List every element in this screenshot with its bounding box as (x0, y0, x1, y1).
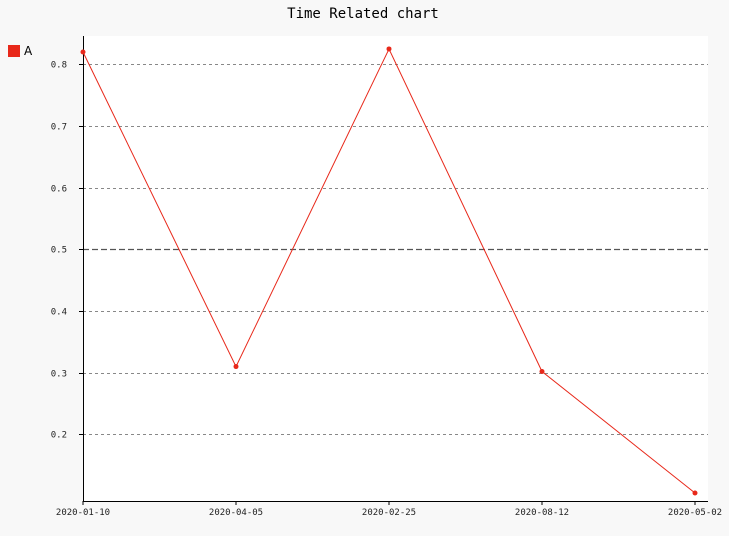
data-point (233, 364, 239, 370)
legend: A (8, 44, 33, 58)
y-tick-label: 0.2 (51, 431, 67, 441)
plot-area (83, 36, 708, 501)
x-tick-label: 2020-04-05 (209, 508, 263, 518)
x-tick-label: 2020-05-02 (668, 508, 722, 518)
y-tick-label: 0.7 (51, 123, 67, 133)
x-tick-label: 2020-01-10 (56, 508, 110, 518)
x-tick-label: 2020-02-25 (362, 508, 416, 518)
chart-title: Time Related chart (287, 6, 439, 22)
y-tick-label: 0.6 (51, 185, 67, 195)
legend-label: A (24, 44, 33, 58)
data-point (539, 368, 545, 374)
grid-lines (83, 64, 708, 435)
data-point (80, 49, 86, 55)
legend-swatch (8, 45, 20, 57)
y-tick-label: 0.3 (51, 370, 67, 380)
y-tick-label: 0.8 (51, 61, 67, 71)
x-tick-label: 2020-08-12 (515, 508, 569, 518)
data-point (692, 490, 698, 496)
y-tick-label: 0.4 (51, 308, 67, 318)
y-tick-label: 0.5 (51, 246, 67, 256)
axes: 0.2 0.3 0.4 0.5 0.6 0.7 0.8 2020-01-10 2020-04-0… (51, 36, 722, 518)
series-layer (80, 46, 698, 496)
data-point (386, 46, 392, 52)
